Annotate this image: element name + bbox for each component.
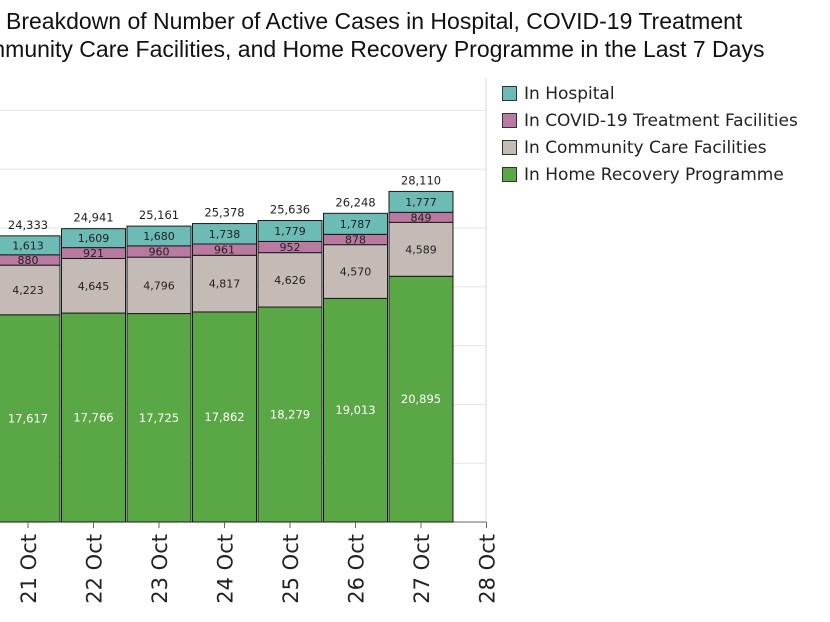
data-label: 1,787 [340,218,372,231]
data-label: 878 [345,234,366,247]
bar-segment [192,223,257,245]
data-label: 880 [18,254,39,267]
data-label: 921 [83,247,104,260]
legend: In Hospital In COVID-19 Treatment Facilit… [502,80,798,188]
bar-segment [0,264,61,316]
bar-segment [388,190,454,213]
data-label: 4,223 [12,284,44,297]
legend-swatch [502,113,517,128]
bar-segment [257,306,323,523]
data-label: 961 [214,244,235,257]
bar-segment [257,220,323,242]
bar-segment [257,252,323,308]
chart-title-line-2: mmunity Care Facilities, and Home Recove… [0,36,765,62]
data-label: 17,862 [204,410,244,424]
data-label: 1,609 [78,232,110,245]
legend-item: In COVID-19 Treatment Facilities [502,107,798,134]
data-label: 960 [149,246,170,259]
bar-segment [323,212,388,235]
total-label: 25,636 [270,203,310,217]
bar-segment [61,228,126,249]
x-tick-label: 24 Oct [214,534,238,604]
x-tick-label: 21 Oct [17,534,41,604]
data-label: 1,777 [405,196,437,209]
data-label: 952 [280,241,301,254]
bar-segment [126,256,192,315]
legend-item: In Community Care Facilities [502,134,798,161]
x-tick-label: 26 Oct [345,534,369,604]
data-label: 4,589 [405,243,437,256]
total-label: 25,378 [204,206,244,220]
data-label: 4,796 [143,279,175,292]
x-tick-label: 25 Oct [279,534,303,604]
data-label: 4,626 [274,274,306,287]
data-label: 1,680 [143,230,175,243]
data-label: 17,725 [139,411,179,425]
data-label: 17,766 [73,411,113,425]
data-label: 849 [411,211,432,224]
legend-label: In Home Recovery Programme [524,164,784,185]
bar-segment [388,275,454,523]
bar-segment [323,244,388,299]
legend-swatch [502,140,517,155]
data-label: 1,613 [12,239,44,252]
legend-label: In Hospital [524,83,615,104]
data-label: 4,817 [209,278,241,291]
data-label: 19,013 [335,403,375,417]
data-label: 18,279 [270,408,310,422]
data-label: 4,570 [340,266,372,279]
bar-segment [0,314,61,523]
total-label: 28,110 [401,173,441,187]
legend-swatch [502,86,517,101]
total-label: 24,941 [73,211,113,225]
data-label: 4,645 [78,280,110,293]
legend-item: In Home Recovery Programme [502,161,798,188]
data-label: 17,617 [8,411,48,425]
total-label: 24,333 [8,218,48,232]
bar-segment [126,313,192,523]
data-label: 1,738 [209,228,241,241]
bar-segment [126,225,192,247]
legend-label: In Community Care Facilities [524,137,767,158]
data-label: 1,779 [274,225,306,238]
legend-swatch [502,167,517,182]
bar-segment [61,257,126,314]
bar-segment [61,312,126,523]
x-tick-label: 22 Oct [83,534,107,604]
x-tick-label: 23 Oct [148,534,172,604]
chart-title-line-1: Breakdown of Number of Active Cases in H… [6,8,743,34]
x-tick-label: 28 Oct [476,534,500,604]
x-tick-label: 27 Oct [410,534,434,604]
bar-segment [0,235,61,256]
total-label: 26,248 [335,195,375,209]
data-label: 20,895 [401,392,441,406]
total-label: 25,161 [139,208,179,222]
legend-label: In COVID-19 Treatment Facilities [524,110,798,131]
legend-item: In Hospital [502,80,798,107]
